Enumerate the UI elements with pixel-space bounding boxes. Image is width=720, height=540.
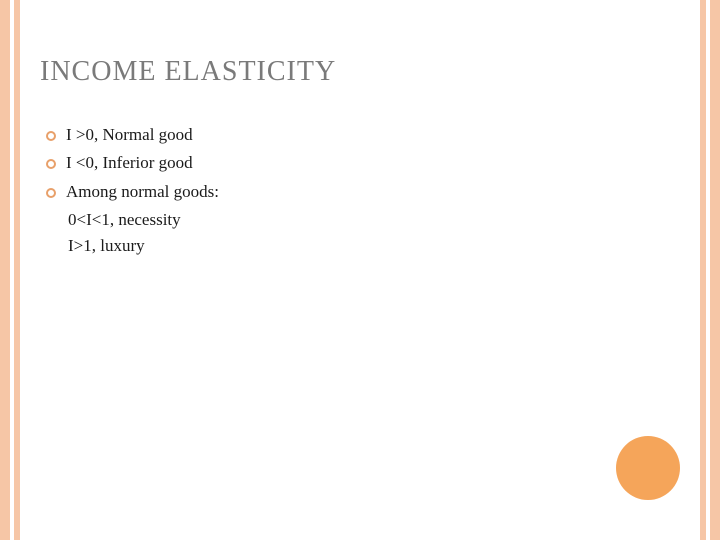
bullet-list: I >0, Normal good I <0, Inferior good Am… bbox=[40, 122, 680, 260]
bullet-text: Among normal goods: bbox=[66, 179, 219, 205]
bullet-text: I <0, Inferior good bbox=[66, 150, 193, 176]
bullet-text: I >0, Normal good bbox=[66, 122, 193, 148]
bullet-icon bbox=[46, 159, 56, 169]
decor-stripe-right-outer bbox=[710, 0, 720, 540]
slide-title: INCOME ELASTICITY bbox=[40, 56, 680, 88]
slide-content: INCOME ELASTICITY I >0, Normal good I <0… bbox=[40, 56, 680, 260]
sub-line: I>1, luxury bbox=[68, 233, 680, 259]
decor-corner-circle bbox=[616, 436, 680, 500]
decor-stripe-left-inner bbox=[14, 0, 20, 540]
decor-stripe-left-outer bbox=[0, 0, 10, 540]
list-item: Among normal goods: bbox=[46, 179, 680, 205]
list-item: I >0, Normal good bbox=[46, 122, 680, 148]
list-item: I <0, Inferior good bbox=[46, 150, 680, 176]
bullet-icon bbox=[46, 131, 56, 141]
bullet-icon bbox=[46, 188, 56, 198]
decor-stripe-right-inner bbox=[700, 0, 706, 540]
sub-line: 0<I<1, necessity bbox=[68, 207, 680, 233]
